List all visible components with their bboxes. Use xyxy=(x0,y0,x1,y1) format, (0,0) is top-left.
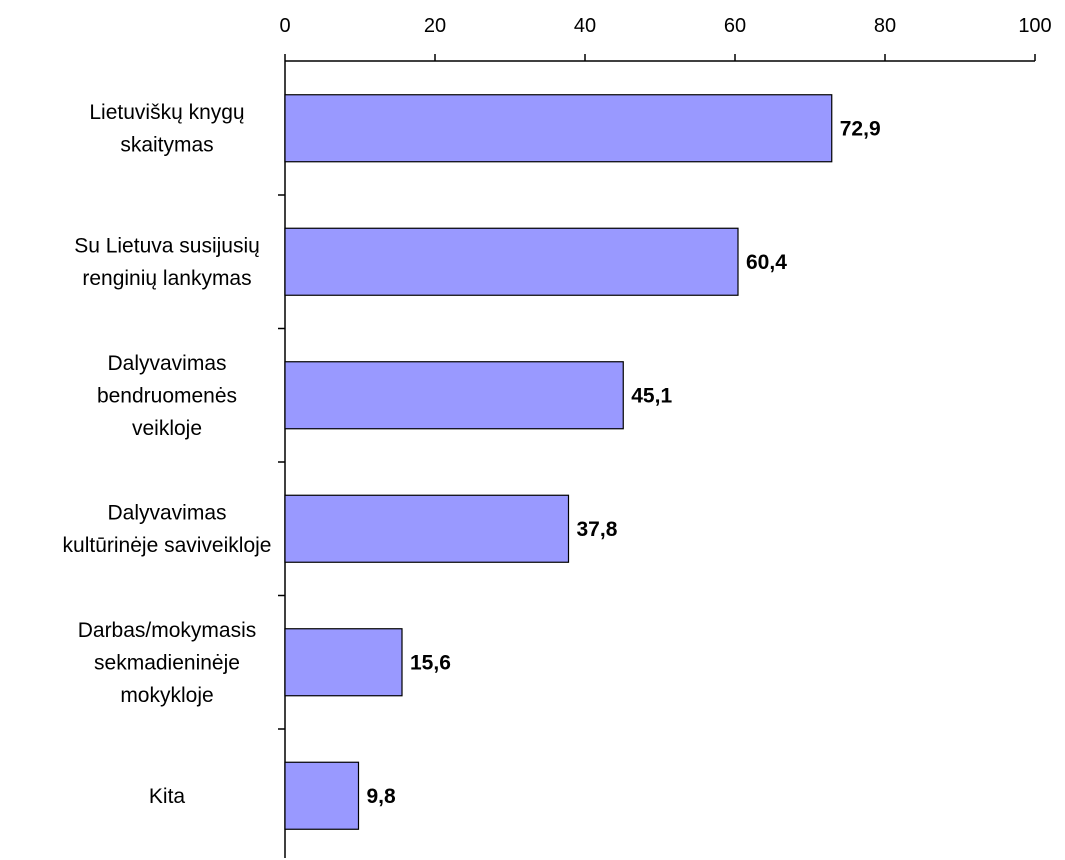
category-label-line: Su Lietuva susijusių xyxy=(74,235,260,258)
bar xyxy=(284,361,624,430)
value-labels: 72,9 60,4 45,1 37,8 15,6 9,8 xyxy=(367,117,881,808)
bar xyxy=(284,94,833,163)
category-label: Dalyvavimas kultūrinėje saviveikloje xyxy=(63,502,272,558)
x-tick-label: 20 xyxy=(424,15,446,37)
data-label: 60,4 xyxy=(746,251,787,274)
category-label-line: Kita xyxy=(149,785,186,808)
x-axis: 0 20 40 60 80 100 xyxy=(279,15,1052,62)
category-label-line: renginių lankymas xyxy=(82,267,251,290)
data-label: 37,8 xyxy=(577,518,618,541)
x-tick-label: 100 xyxy=(1018,15,1051,37)
x-tick-label: 0 xyxy=(279,15,290,37)
data-label: 15,6 xyxy=(410,651,451,674)
data-label: 9,8 xyxy=(367,785,397,808)
category-label: Kita xyxy=(149,785,186,808)
category-label: Dalyvavimas bendruomenės veikloje xyxy=(97,352,237,440)
category-label-line: veikloje xyxy=(132,417,202,440)
category-label: Lietuviškų knygų skaitymas xyxy=(89,101,244,157)
bar xyxy=(284,761,360,830)
x-tick-label: 80 xyxy=(874,15,896,37)
data-label: 45,1 xyxy=(631,384,672,407)
category-label-line: Dalyvavimas xyxy=(107,352,226,375)
category-label-line: mokykloje xyxy=(120,684,213,707)
category-label-line: Dalyvavimas xyxy=(107,502,226,525)
category-label: Su Lietuva susijusių renginių lankymas xyxy=(74,235,260,291)
data-label: 72,9 xyxy=(840,117,881,140)
category-label: Darbas/mokymasis sekmadieninėje mokykloje xyxy=(78,619,257,707)
bar xyxy=(284,494,570,563)
y-axis xyxy=(278,61,286,858)
bar xyxy=(284,628,403,697)
category-label-line: sekmadieninėje xyxy=(94,651,240,674)
category-label-line: skaitymas xyxy=(120,134,213,157)
category-label-line: kultūrinėje saviveikloje xyxy=(63,534,272,557)
bars xyxy=(284,94,833,830)
category-label-line: Darbas/mokymasis xyxy=(78,619,257,642)
category-label-line: Lietuviškų knygų xyxy=(89,101,244,124)
x-tick-label: 60 xyxy=(724,15,746,37)
category-labels: Lietuviškų knygų skaitymas Su Lietuva susi… xyxy=(63,101,272,808)
bar xyxy=(284,227,739,296)
category-label-line: bendruomenės xyxy=(97,384,237,407)
x-tick-label: 40 xyxy=(574,15,596,37)
